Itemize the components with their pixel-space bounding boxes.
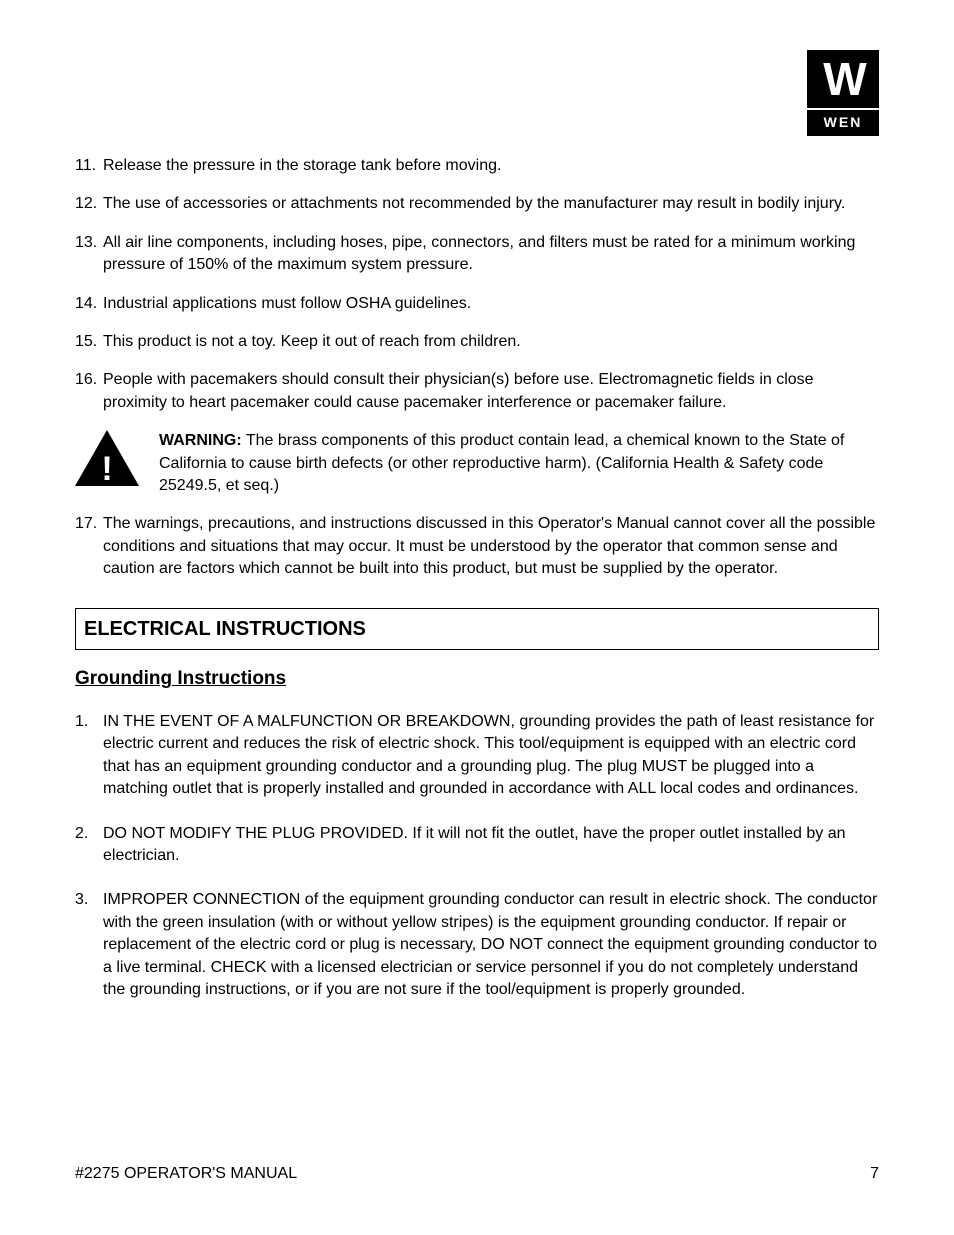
logo-box: W (807, 50, 879, 108)
safety-item: 11. Release the pressure in the storage … (75, 155, 879, 177)
footer-left: #2275 OPERATOR'S MANUAL (75, 1163, 297, 1185)
item-number: 12. (75, 193, 103, 215)
subsection-title: Grounding Instructions (75, 666, 879, 693)
grounding-item: 3. IMPROPER CONNECTION of the equipment … (75, 889, 879, 1001)
item-text: All air line components, including hoses… (103, 232, 879, 277)
item-text: This product is not a toy. Keep it out o… (103, 331, 879, 353)
grounding-item: 1. IN THE EVENT OF A MALFUNCTION OR BREA… (75, 711, 879, 801)
item-number: 2. (75, 823, 103, 868)
item-number: 15. (75, 331, 103, 353)
warning-label: WARNING: (159, 432, 242, 449)
item-number: 13. (75, 232, 103, 277)
item-text: The use of accessories or attachments no… (103, 193, 879, 215)
item-number: 11. (75, 155, 103, 177)
safety-item: 13. All air line components, including h… (75, 232, 879, 277)
item-text: The warnings, precautions, and instructi… (103, 513, 879, 580)
logo-letter: W (823, 47, 862, 111)
item-number: 17. (75, 513, 103, 580)
warning-block: ! WARNING: The brass components of this … (75, 430, 879, 497)
page-number: 7 (870, 1163, 879, 1185)
grounding-item: 2. DO NOT MODIFY THE PLUG PROVIDED. If i… (75, 823, 879, 868)
page-content: 11. Release the pressure in the storage … (75, 155, 879, 1001)
safety-item: 17. The warnings, precautions, and instr… (75, 513, 879, 580)
section-title: ELECTRICAL INSTRUCTIONS (84, 615, 870, 643)
item-text: Industrial applications must follow OSHA… (103, 293, 879, 315)
safety-item: 12. The use of accessories or attachment… (75, 193, 879, 215)
item-text: Release the pressure in the storage tank… (103, 155, 879, 177)
logo-brand-text: WEN (807, 110, 879, 136)
item-text: DO NOT MODIFY THE PLUG PROVIDED. If it w… (103, 823, 879, 868)
item-number: 14. (75, 293, 103, 315)
warning-body: The brass components of this product con… (159, 432, 844, 494)
item-text: IN THE EVENT OF A MALFUNCTION OR BREAKDO… (103, 711, 879, 801)
item-text: People with pacemakers should consult th… (103, 369, 879, 414)
safety-item: 14. Industrial applications must follow … (75, 293, 879, 315)
page-footer: #2275 OPERATOR'S MANUAL 7 (75, 1163, 879, 1185)
item-number: 3. (75, 889, 103, 1001)
brand-logo: W WEN (807, 50, 879, 130)
item-number: 16. (75, 369, 103, 414)
item-text: IMPROPER CONNECTION of the equipment gro… (103, 889, 879, 1001)
item-number: 1. (75, 711, 103, 801)
warning-icon: ! (75, 430, 139, 486)
safety-item: 16. People with pacemakers should consul… (75, 369, 879, 414)
section-title-box: ELECTRICAL INSTRUCTIONS (75, 608, 879, 650)
warning-text: WARNING: The brass components of this pr… (159, 430, 879, 497)
safety-item: 15. This product is not a toy. Keep it o… (75, 331, 879, 353)
